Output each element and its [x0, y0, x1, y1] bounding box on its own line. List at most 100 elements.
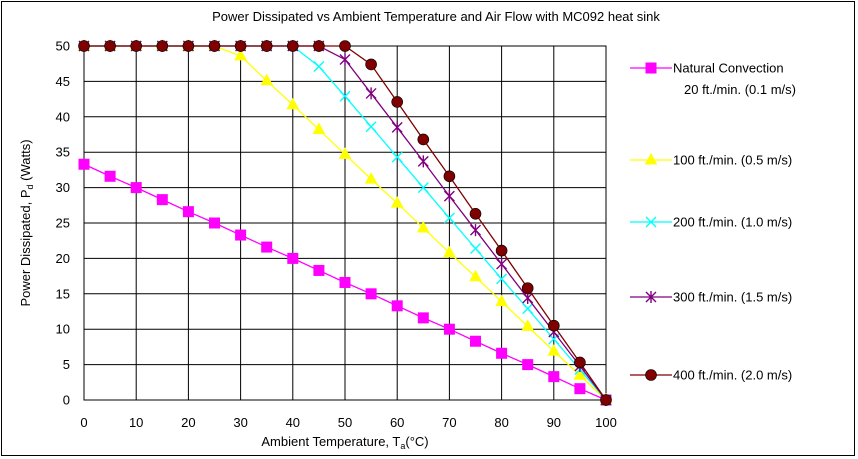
data-point — [365, 288, 377, 300]
series-0 — [78, 158, 612, 406]
y-tick-label: 20 — [56, 251, 70, 266]
x-axis-label-main: Ambient Temperature, T — [261, 434, 400, 449]
data-point — [234, 48, 247, 61]
data-point — [365, 58, 377, 71]
y-axis-label-tail: (Watts) — [18, 139, 33, 184]
x-tick-label: 70 — [442, 415, 456, 430]
data-point — [443, 190, 455, 203]
y-tick-label: 15 — [56, 286, 70, 301]
tick-labels: 0 10 20 30 40 50 60 70 80 90 100 0 5 10 15 20 25 30 35 40 45… — [56, 39, 617, 431]
data-point — [365, 121, 377, 133]
x-axis-label-sub: a — [400, 441, 405, 451]
data-point — [312, 122, 326, 135]
data-point — [548, 371, 560, 383]
data-point — [495, 244, 508, 257]
data-point — [390, 196, 404, 208]
data-point — [417, 133, 430, 146]
data-point — [443, 212, 455, 224]
data-point — [391, 151, 403, 163]
data-point — [104, 40, 116, 52]
data-point — [547, 344, 561, 356]
data-point — [416, 220, 430, 233]
data-point — [495, 294, 508, 307]
data-point — [156, 40, 169, 52]
y-tick-label: 10 — [56, 322, 70, 337]
data-point — [470, 242, 481, 254]
legend-entry-3: 300 ft./min. (1.5 m/s) — [630, 290, 792, 305]
data-point — [443, 170, 456, 183]
data-point — [469, 269, 482, 282]
x-tick-label: 100 — [595, 415, 617, 430]
data-point — [470, 335, 481, 347]
y-tick-label: 25 — [56, 216, 70, 231]
data-point — [156, 194, 168, 206]
x-tick-label: 60 — [390, 415, 404, 430]
x-tick-label: 0 — [80, 415, 87, 430]
data-point — [417, 312, 429, 324]
data-point — [78, 40, 90, 52]
legend-entry-4: 400 ft./min. (2.0 m/s) — [630, 368, 792, 383]
y-axis-label-main: Power Dissipated, P — [18, 189, 33, 306]
data-point — [417, 182, 429, 194]
data-point — [443, 245, 456, 258]
data-point — [522, 292, 534, 305]
y-tick-label: 35 — [56, 145, 70, 160]
data-point — [496, 258, 508, 271]
x-tick-label: 20 — [181, 415, 195, 430]
data-point — [391, 300, 403, 312]
data-point — [339, 53, 351, 66]
data-point — [364, 172, 378, 184]
data-point — [391, 96, 404, 108]
data-point — [496, 347, 508, 359]
data-point — [645, 369, 657, 381]
data-point — [600, 394, 612, 406]
y-tick-label: 30 — [56, 180, 70, 195]
chart-title: Power Dissipated vs Ambient Temperature … — [212, 9, 660, 24]
data-point — [338, 147, 352, 159]
data-point — [234, 40, 247, 52]
data-point — [130, 182, 142, 194]
data-point — [522, 303, 534, 315]
legend-entry-0: Natural Convection 20 ft./min. (0.1 m/s) — [630, 61, 796, 97]
data-point — [235, 229, 247, 241]
data-point — [104, 170, 116, 182]
data-point — [339, 276, 351, 288]
data-point — [339, 40, 351, 52]
y-tick-label: 5 — [63, 357, 70, 372]
data-point — [573, 368, 587, 380]
x-tick-label: 50 — [338, 415, 352, 430]
data-point — [286, 97, 300, 110]
data-point — [313, 61, 325, 73]
x-tick-label: 40 — [286, 415, 300, 430]
data-point — [521, 319, 535, 331]
data-point — [287, 252, 299, 264]
data-point — [313, 264, 325, 276]
data-point — [574, 356, 586, 369]
data-point — [182, 40, 195, 52]
data-point — [339, 90, 351, 102]
data-point — [391, 121, 403, 134]
x-tick-label: 90 — [547, 415, 561, 430]
data-point — [209, 217, 220, 229]
legend: Natural Convection 20 ft./min. (0.1 m/s) 1… — [630, 61, 796, 383]
data-point — [313, 40, 325, 52]
x-axis-label: Ambient Temperature, Ta(°C) — [261, 434, 428, 451]
data-point — [645, 216, 657, 228]
y-tick-label: 40 — [56, 109, 70, 124]
data-point — [522, 359, 534, 371]
data-point — [645, 62, 657, 74]
data-point — [521, 282, 534, 294]
data-point — [547, 319, 560, 332]
data-point — [260, 40, 273, 52]
data-point — [417, 155, 429, 168]
data-point — [469, 207, 482, 220]
y-axis-label-sub: d — [25, 184, 35, 189]
legend-entry-1: 100 ft./min. (0.5 m/s) — [630, 153, 792, 168]
x-tick-label: 80 — [494, 415, 508, 430]
data-point — [261, 241, 273, 253]
legend-label: 300 ft./min. (1.5 m/s) — [673, 290, 792, 305]
data-point — [260, 73, 274, 86]
data-point — [496, 273, 508, 285]
data-point — [644, 152, 658, 165]
